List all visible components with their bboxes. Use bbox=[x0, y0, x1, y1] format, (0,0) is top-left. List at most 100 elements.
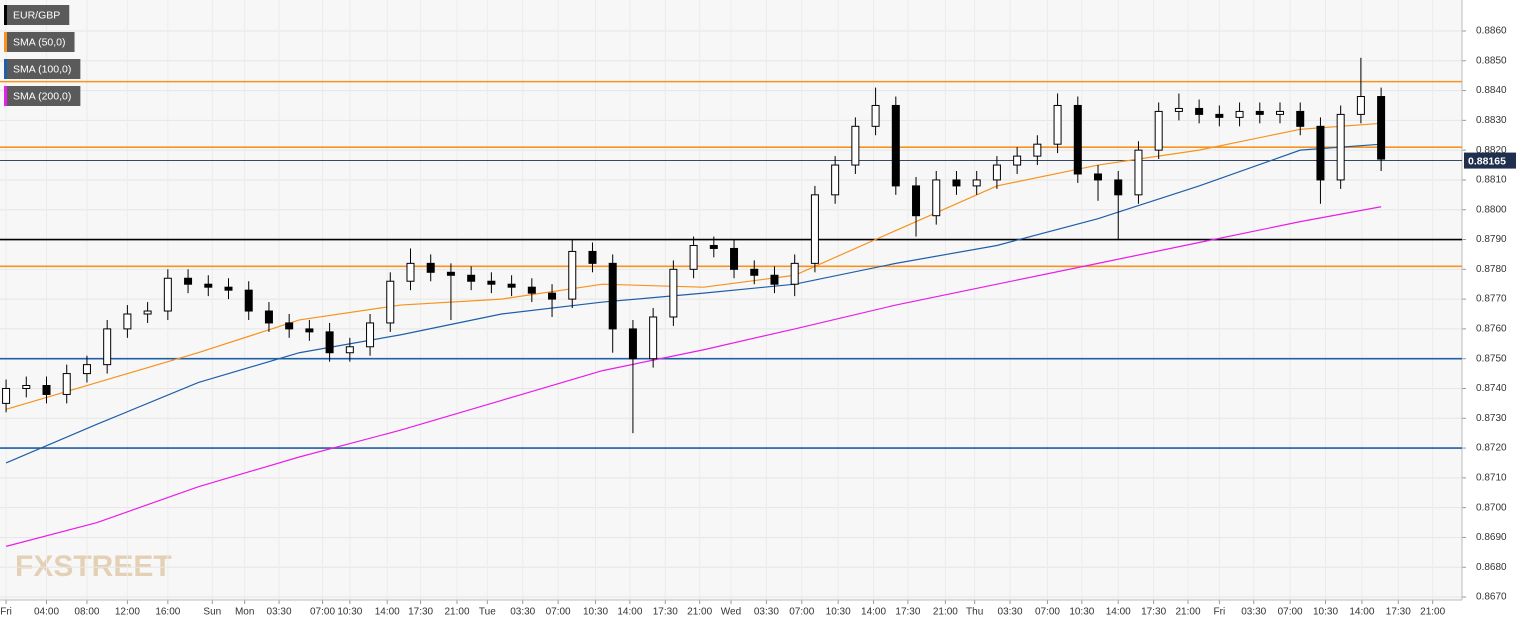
x-tick-label: 21:00 bbox=[687, 607, 712, 618]
candle-body bbox=[992, 164, 1001, 181]
candle-body bbox=[42, 385, 51, 395]
candle-body bbox=[1073, 104, 1082, 175]
candle-body bbox=[163, 277, 172, 312]
x-tick-label: 07:00 bbox=[546, 607, 571, 618]
candle-body bbox=[2, 387, 11, 404]
x-tick-label: 21:00 bbox=[444, 607, 469, 618]
candle-body bbox=[1114, 179, 1123, 196]
candle-body bbox=[871, 104, 880, 127]
x-tick-label: 14:00 bbox=[617, 607, 642, 618]
x-tick-label: 04:00 bbox=[34, 607, 59, 618]
candle-body bbox=[123, 313, 132, 330]
candle-body bbox=[1134, 149, 1143, 196]
x-tick-label: 17:30 bbox=[895, 607, 920, 618]
y-tick-label: 0.8800 bbox=[1476, 204, 1507, 215]
candle-body bbox=[1033, 143, 1042, 157]
x-tick-label: Thu bbox=[966, 607, 983, 618]
candle-body bbox=[649, 316, 658, 360]
candle-body bbox=[305, 328, 314, 333]
candle-body bbox=[204, 283, 213, 288]
x-tick-label: 07:00 bbox=[789, 607, 814, 618]
legend-swatch bbox=[4, 32, 7, 52]
y-tick-label: 0.8820 bbox=[1476, 145, 1507, 156]
candle-body bbox=[1296, 110, 1305, 127]
y-tick-label: 0.8830 bbox=[1476, 115, 1507, 126]
y-tick-label: 0.8750 bbox=[1476, 353, 1507, 364]
candle-body bbox=[406, 262, 415, 282]
legend-label: SMA (50,0) bbox=[13, 36, 66, 48]
candle-body bbox=[831, 164, 840, 196]
candle-body bbox=[487, 280, 496, 285]
candle-body bbox=[22, 385, 31, 389]
x-tick-label: 10:30 bbox=[826, 607, 851, 618]
x-tick-label: Sun bbox=[203, 607, 221, 618]
candle-body bbox=[730, 247, 739, 270]
current-price-label: 0.88165 bbox=[1468, 155, 1506, 167]
candle-body bbox=[1013, 155, 1022, 166]
candle-body bbox=[608, 262, 617, 330]
legend-label: EUR/GBP bbox=[13, 9, 60, 21]
x-tick-label: 03:30 bbox=[267, 607, 292, 618]
y-tick-label: 0.8670 bbox=[1476, 592, 1507, 603]
candle-body bbox=[264, 310, 273, 324]
x-tick-label: 07:00 bbox=[310, 607, 335, 618]
x-tick-label: 03:30 bbox=[510, 607, 535, 618]
candle-body bbox=[810, 194, 819, 264]
candle-body bbox=[689, 244, 698, 270]
y-tick-label: 0.8860 bbox=[1476, 26, 1507, 37]
watermark: FXSTREET bbox=[15, 550, 172, 583]
x-tick-label: 21:00 bbox=[1420, 607, 1445, 618]
legend-swatch bbox=[4, 5, 7, 25]
x-tick-label: 10:30 bbox=[1069, 607, 1094, 618]
legend-label: SMA (100,0) bbox=[13, 63, 71, 75]
candle-body bbox=[851, 125, 860, 166]
candle-body bbox=[1356, 96, 1365, 115]
candle-body bbox=[143, 310, 152, 315]
candle-body bbox=[345, 346, 354, 354]
candle-body bbox=[1316, 125, 1325, 181]
legend-box bbox=[4, 32, 75, 52]
legend-box bbox=[4, 59, 81, 79]
x-tick-label: 03:30 bbox=[1241, 607, 1266, 618]
candle-body bbox=[912, 185, 921, 217]
candle-body bbox=[790, 262, 799, 285]
legend-swatch bbox=[4, 59, 7, 79]
candle-body bbox=[669, 268, 678, 318]
candle-body bbox=[952, 179, 961, 187]
y-tick-label: 0.8720 bbox=[1476, 443, 1507, 454]
sma-line bbox=[5, 143, 1382, 464]
x-tick-label: 03:30 bbox=[754, 607, 779, 618]
y-tick-label: 0.8710 bbox=[1476, 472, 1507, 483]
candle-body bbox=[507, 283, 516, 288]
candle-body bbox=[750, 268, 759, 276]
x-tick-label: 12:00 bbox=[115, 607, 140, 618]
x-tick-label: 10:30 bbox=[1313, 607, 1338, 618]
y-tick-label: 0.8850 bbox=[1476, 55, 1507, 66]
sma-line bbox=[5, 206, 1382, 547]
candle-body bbox=[1235, 110, 1244, 118]
candle-body bbox=[1276, 110, 1285, 115]
y-tick-label: 0.8790 bbox=[1476, 234, 1507, 245]
legend-swatch bbox=[4, 86, 7, 106]
x-tick-label: 03:30 bbox=[998, 607, 1023, 618]
x-tick-label: Fri bbox=[1214, 607, 1226, 618]
x-tick-label: Fri bbox=[0, 607, 12, 618]
candle-body bbox=[103, 328, 112, 366]
candle-body bbox=[1336, 113, 1345, 181]
x-tick-label: 10:30 bbox=[583, 607, 608, 618]
candle-body bbox=[1174, 107, 1183, 112]
x-tick-label: 07:00 bbox=[1035, 607, 1060, 618]
x-tick-label: Mon bbox=[235, 607, 254, 618]
current-price-box bbox=[1464, 152, 1516, 169]
x-tick-label: Tue bbox=[479, 607, 496, 618]
candle-body bbox=[467, 274, 476, 282]
current-price-tag: 0.88165 bbox=[1464, 152, 1516, 169]
candle-body bbox=[224, 286, 233, 291]
candle-body bbox=[891, 104, 900, 187]
x-tick-label: 14:00 bbox=[1349, 607, 1374, 618]
y-tick-label: 0.8840 bbox=[1476, 85, 1507, 96]
candle-body bbox=[62, 373, 71, 395]
x-tick-label: 14:00 bbox=[375, 607, 400, 618]
candle-body bbox=[548, 292, 557, 300]
